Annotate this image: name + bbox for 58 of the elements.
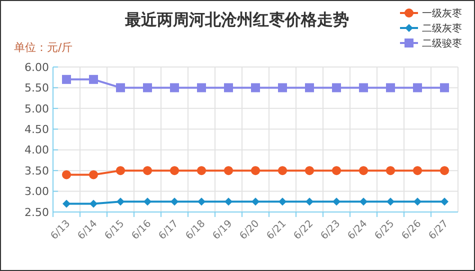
- point: [224, 198, 232, 206]
- point: [62, 170, 71, 180]
- y-tick-label: 6.00: [24, 60, 49, 74]
- point: [170, 166, 179, 176]
- point: [143, 83, 152, 92]
- y-tick-label: 4.50: [24, 122, 49, 136]
- point: [386, 166, 395, 176]
- point: [332, 83, 341, 92]
- y-tick-label: 5.00: [24, 102, 49, 116]
- y-axis-title: 单位：元/斤: [14, 41, 73, 54]
- point: [386, 198, 394, 206]
- point: [278, 198, 286, 206]
- point: [413, 166, 422, 176]
- point: [252, 198, 260, 206]
- point: [89, 74, 98, 84]
- legend-label: 二级灰枣: [422, 22, 462, 34]
- y-tick-label: 3.50: [24, 164, 49, 178]
- point: [359, 166, 368, 176]
- point: [360, 198, 368, 206]
- point: [170, 83, 179, 92]
- point: [170, 198, 178, 206]
- point: [89, 170, 98, 180]
- y-tick-label: 2.50: [24, 206, 49, 219]
- point: [332, 166, 341, 176]
- point: [305, 83, 314, 92]
- point: [440, 198, 448, 206]
- point: [144, 198, 152, 206]
- point: [332, 198, 340, 206]
- point: [116, 166, 125, 176]
- point: [278, 166, 287, 176]
- legend-label: 一级灰枣: [422, 8, 462, 20]
- y-tick-label: 5.50: [24, 82, 49, 95]
- point: [305, 166, 314, 176]
- point: [116, 198, 124, 206]
- point: [440, 166, 449, 176]
- y-tick-label: 3.00: [24, 185, 49, 198]
- point: [278, 83, 287, 92]
- point: [197, 166, 206, 176]
- chart-title: 最近两周河北沧州红枣价格走势: [124, 10, 349, 29]
- point: [197, 83, 206, 92]
- point: [62, 200, 70, 208]
- point: [224, 83, 233, 92]
- y-tick-label: 4.00: [24, 144, 49, 157]
- point: [413, 83, 422, 92]
- point: [306, 198, 314, 206]
- point: [414, 198, 422, 206]
- point: [251, 83, 260, 92]
- point: [62, 74, 71, 84]
- point: [251, 166, 260, 176]
- point: [359, 83, 368, 92]
- point: [224, 166, 233, 176]
- point: [143, 166, 152, 176]
- point: [116, 83, 125, 92]
- point: [386, 83, 395, 92]
- legend-label: 二级骏枣: [422, 38, 462, 50]
- point: [198, 198, 206, 206]
- point: [440, 83, 449, 92]
- point: [90, 200, 98, 208]
